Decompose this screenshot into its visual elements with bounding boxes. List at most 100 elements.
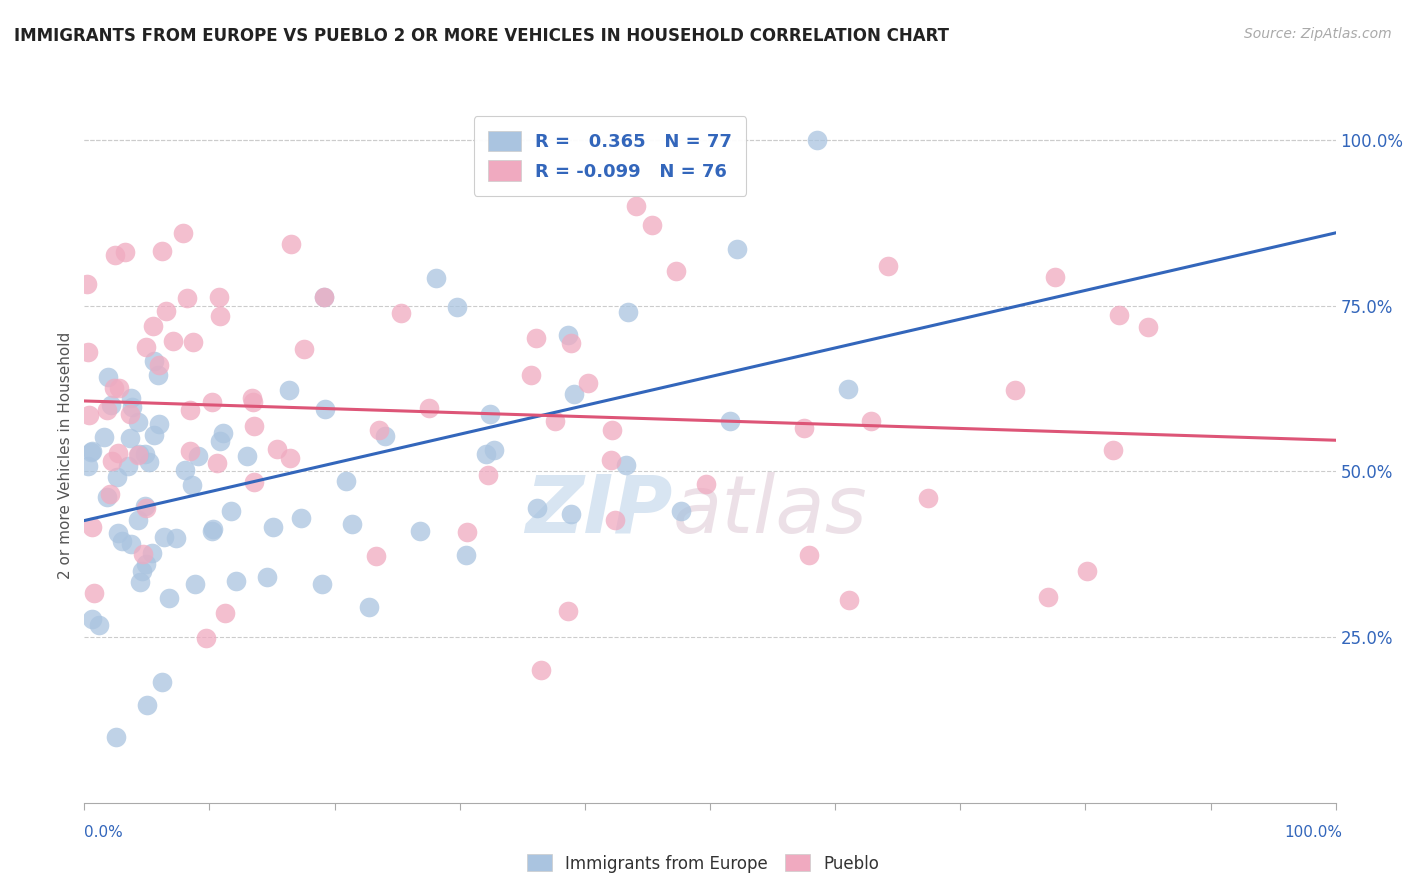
Point [366, 549, 388, 563]
Point [1038, 591, 1060, 605]
Point [225, 574, 247, 588]
Point [290, 511, 312, 525]
Point [100, 398, 122, 412]
Point [108, 381, 131, 395]
Point [342, 516, 364, 531]
Point [200, 524, 222, 538]
Point [76, 277, 98, 291]
Point [1102, 443, 1125, 458]
Point [208, 290, 231, 304]
Point [159, 591, 181, 605]
Point [603, 513, 626, 527]
Point [141, 546, 163, 560]
Point [641, 218, 664, 232]
Point [93, 430, 115, 444]
Point [101, 454, 124, 468]
Point [77, 408, 100, 422]
Point [277, 383, 299, 397]
Point [1136, 319, 1159, 334]
Point [97, 370, 120, 384]
Point [600, 453, 623, 467]
Text: IMMIGRANTS FROM EUROPE VS PUEBLO 2 OR MORE VEHICLES IN HOUSEHOLD CORRELATION CHA: IMMIGRANTS FROM EUROPE VS PUEBLO 2 OR MO… [14, 27, 949, 45]
Point [243, 419, 266, 434]
Point [105, 470, 128, 484]
Point [138, 455, 160, 469]
Point [614, 458, 637, 472]
Point [560, 507, 582, 521]
Point [150, 675, 173, 690]
Point [314, 290, 336, 304]
Text: atlas: atlas [672, 472, 868, 549]
Point [562, 387, 585, 401]
Point [135, 340, 157, 354]
Point [131, 565, 153, 579]
Point [184, 576, 207, 591]
Point [530, 663, 553, 677]
Point [240, 391, 263, 405]
Point [132, 547, 155, 561]
Point [236, 449, 259, 463]
Point [118, 431, 141, 445]
Point [456, 548, 478, 562]
Point [117, 458, 139, 473]
Point [120, 537, 142, 551]
Point [205, 456, 228, 470]
Point [174, 463, 197, 477]
Point [98, 486, 121, 500]
Point [256, 570, 278, 584]
Point [917, 491, 939, 505]
Point [278, 451, 301, 466]
Point [150, 244, 173, 259]
Point [104, 248, 127, 262]
Point [335, 474, 357, 488]
Point [671, 504, 693, 518]
Point [136, 698, 159, 712]
Point [128, 447, 150, 461]
Point [202, 522, 225, 536]
Point [80, 445, 103, 459]
Text: 0.0%: 0.0% [84, 825, 124, 840]
Y-axis label: 2 or more Vehicles in Household: 2 or more Vehicles in Household [58, 331, 73, 579]
Point [418, 401, 440, 415]
Point [718, 414, 741, 428]
Point [314, 402, 336, 417]
Point [616, 304, 638, 318]
Point [262, 520, 284, 534]
Point [179, 402, 201, 417]
Point [120, 391, 142, 405]
Point [127, 448, 149, 462]
Point [127, 415, 149, 429]
Point [96, 490, 118, 504]
Point [82, 519, 104, 533]
Legend: R =   0.365   N = 77, R = -0.099   N = 76: R = 0.365 N = 77, R = -0.099 N = 76 [474, 116, 747, 195]
Point [214, 607, 236, 621]
Point [837, 382, 859, 396]
Point [838, 593, 860, 607]
Point [626, 199, 648, 213]
Point [799, 548, 821, 562]
Point [143, 428, 166, 442]
Point [1043, 269, 1066, 284]
Point [474, 447, 496, 461]
Point [1108, 308, 1130, 322]
Point [243, 475, 266, 489]
Point [107, 526, 129, 541]
Point [127, 513, 149, 527]
Point [77, 344, 100, 359]
Text: ZIP: ZIP [524, 472, 672, 549]
Point [793, 420, 815, 434]
Point [695, 477, 717, 491]
Point [477, 467, 499, 482]
Point [111, 533, 134, 548]
Point [665, 263, 688, 277]
Point [129, 575, 152, 590]
Point [576, 376, 599, 390]
Legend: Immigrants from Europe, Pueblo: Immigrants from Europe, Pueblo [520, 847, 886, 880]
Point [121, 400, 143, 414]
Point [368, 423, 391, 437]
Point [524, 331, 547, 345]
Point [134, 447, 156, 461]
Text: Source: ZipAtlas.com: Source: ZipAtlas.com [1244, 27, 1392, 41]
Point [425, 270, 447, 285]
Point [526, 501, 548, 516]
